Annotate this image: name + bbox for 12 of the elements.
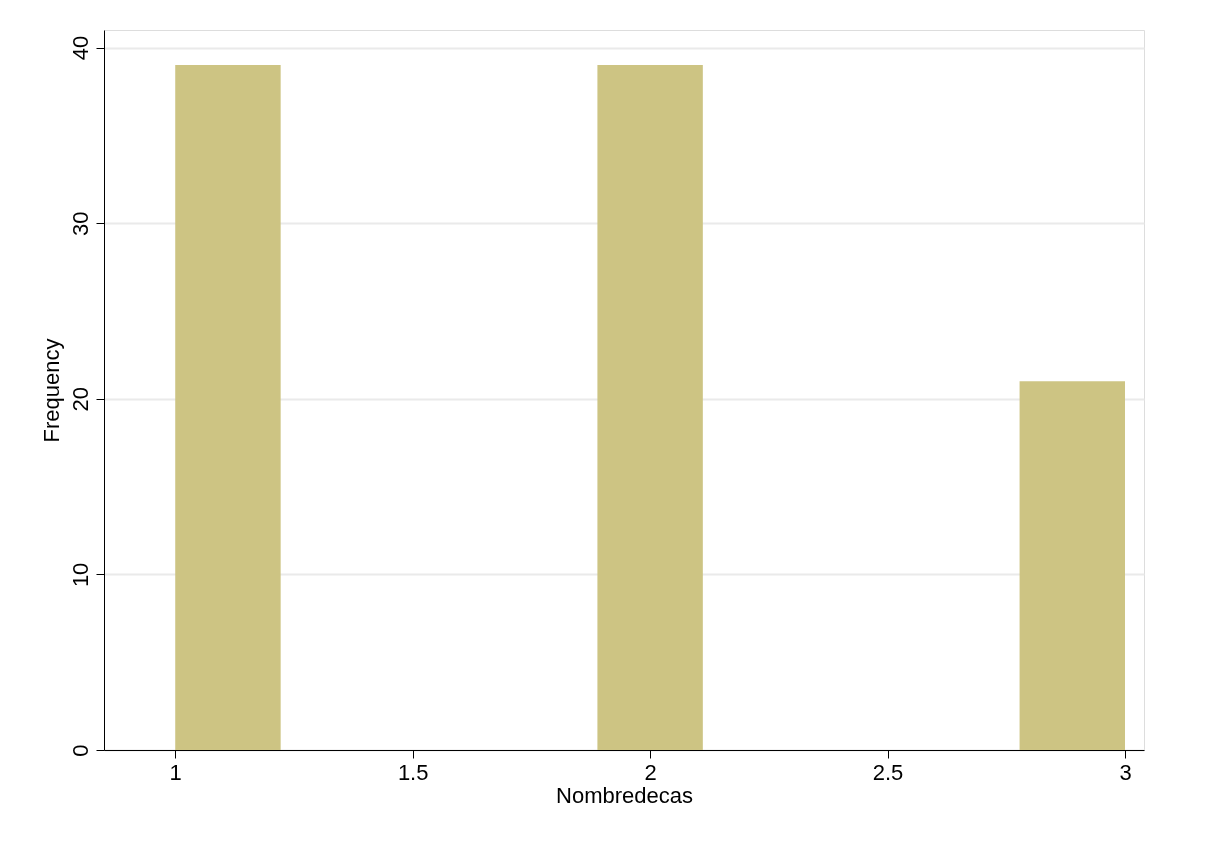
x-tick-label: 1.5 (397, 759, 429, 785)
y-tick-label: 10 (67, 562, 93, 588)
y-tick-label: 30 (67, 211, 93, 236)
y-axis-title: Frequency (38, 338, 64, 443)
y-tick-label: 0 (67, 744, 93, 757)
x-tick-label: 1 (169, 759, 182, 785)
y-tick-label: 40 (67, 35, 93, 61)
y-tick-label: 20 (67, 387, 93, 412)
x-tick-label: 2.5 (872, 759, 904, 785)
x-axis-title: Nombredecas (556, 782, 693, 808)
x-tick-label: 3 (1119, 759, 1132, 785)
x-tick-label: 2 (644, 759, 657, 785)
